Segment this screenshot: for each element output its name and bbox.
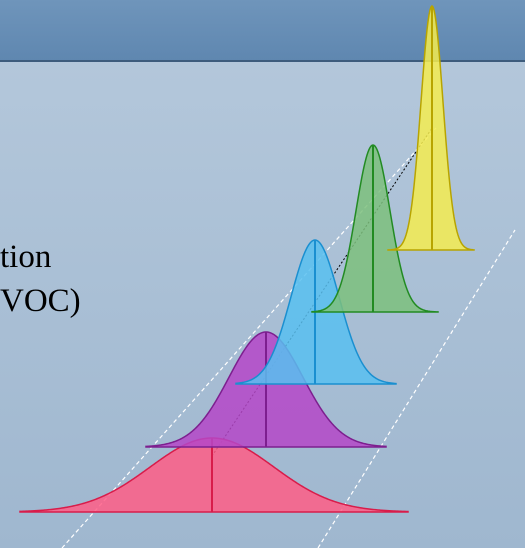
bell-curve-red — [19, 437, 409, 513]
body-text-line-2: VOC) — [0, 283, 81, 319]
right-guide-line — [317, 229, 516, 548]
body-text-line-1: tion — [0, 239, 52, 275]
bell-curve-green — [311, 144, 439, 313]
left-guide-line — [61, 127, 437, 548]
